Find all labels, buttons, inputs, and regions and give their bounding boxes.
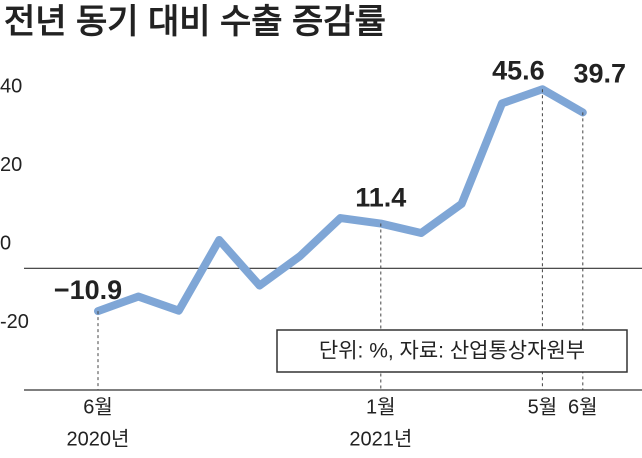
x-tick-label: 6월 [83,395,113,418]
x-year-label: 2020년 [67,427,130,450]
value-label: 39.7 [574,59,627,89]
note: 단위: %, 자료: 산업통상자원부 [319,340,585,363]
y-tick-label: 40 [0,76,22,98]
x-tick-label: 6월 [568,395,598,418]
y-tick-label: 20 [0,154,22,176]
value-label: 45.6 [492,55,545,85]
series-line [94,85,587,316]
x-year-label: 2021년 [349,427,412,450]
value-label: 11.4 [355,183,406,213]
y-tick-label: -20 [0,311,29,333]
value-label: −10.9 [54,275,122,305]
y-tick-label: 0 [0,233,11,255]
note-box [276,329,628,373]
chart-title: 전년 동기 대비 수출 증감률 [4,3,386,41]
x-tick-label: 1월 [366,395,396,418]
x-tick-label: 5월 [528,395,558,418]
